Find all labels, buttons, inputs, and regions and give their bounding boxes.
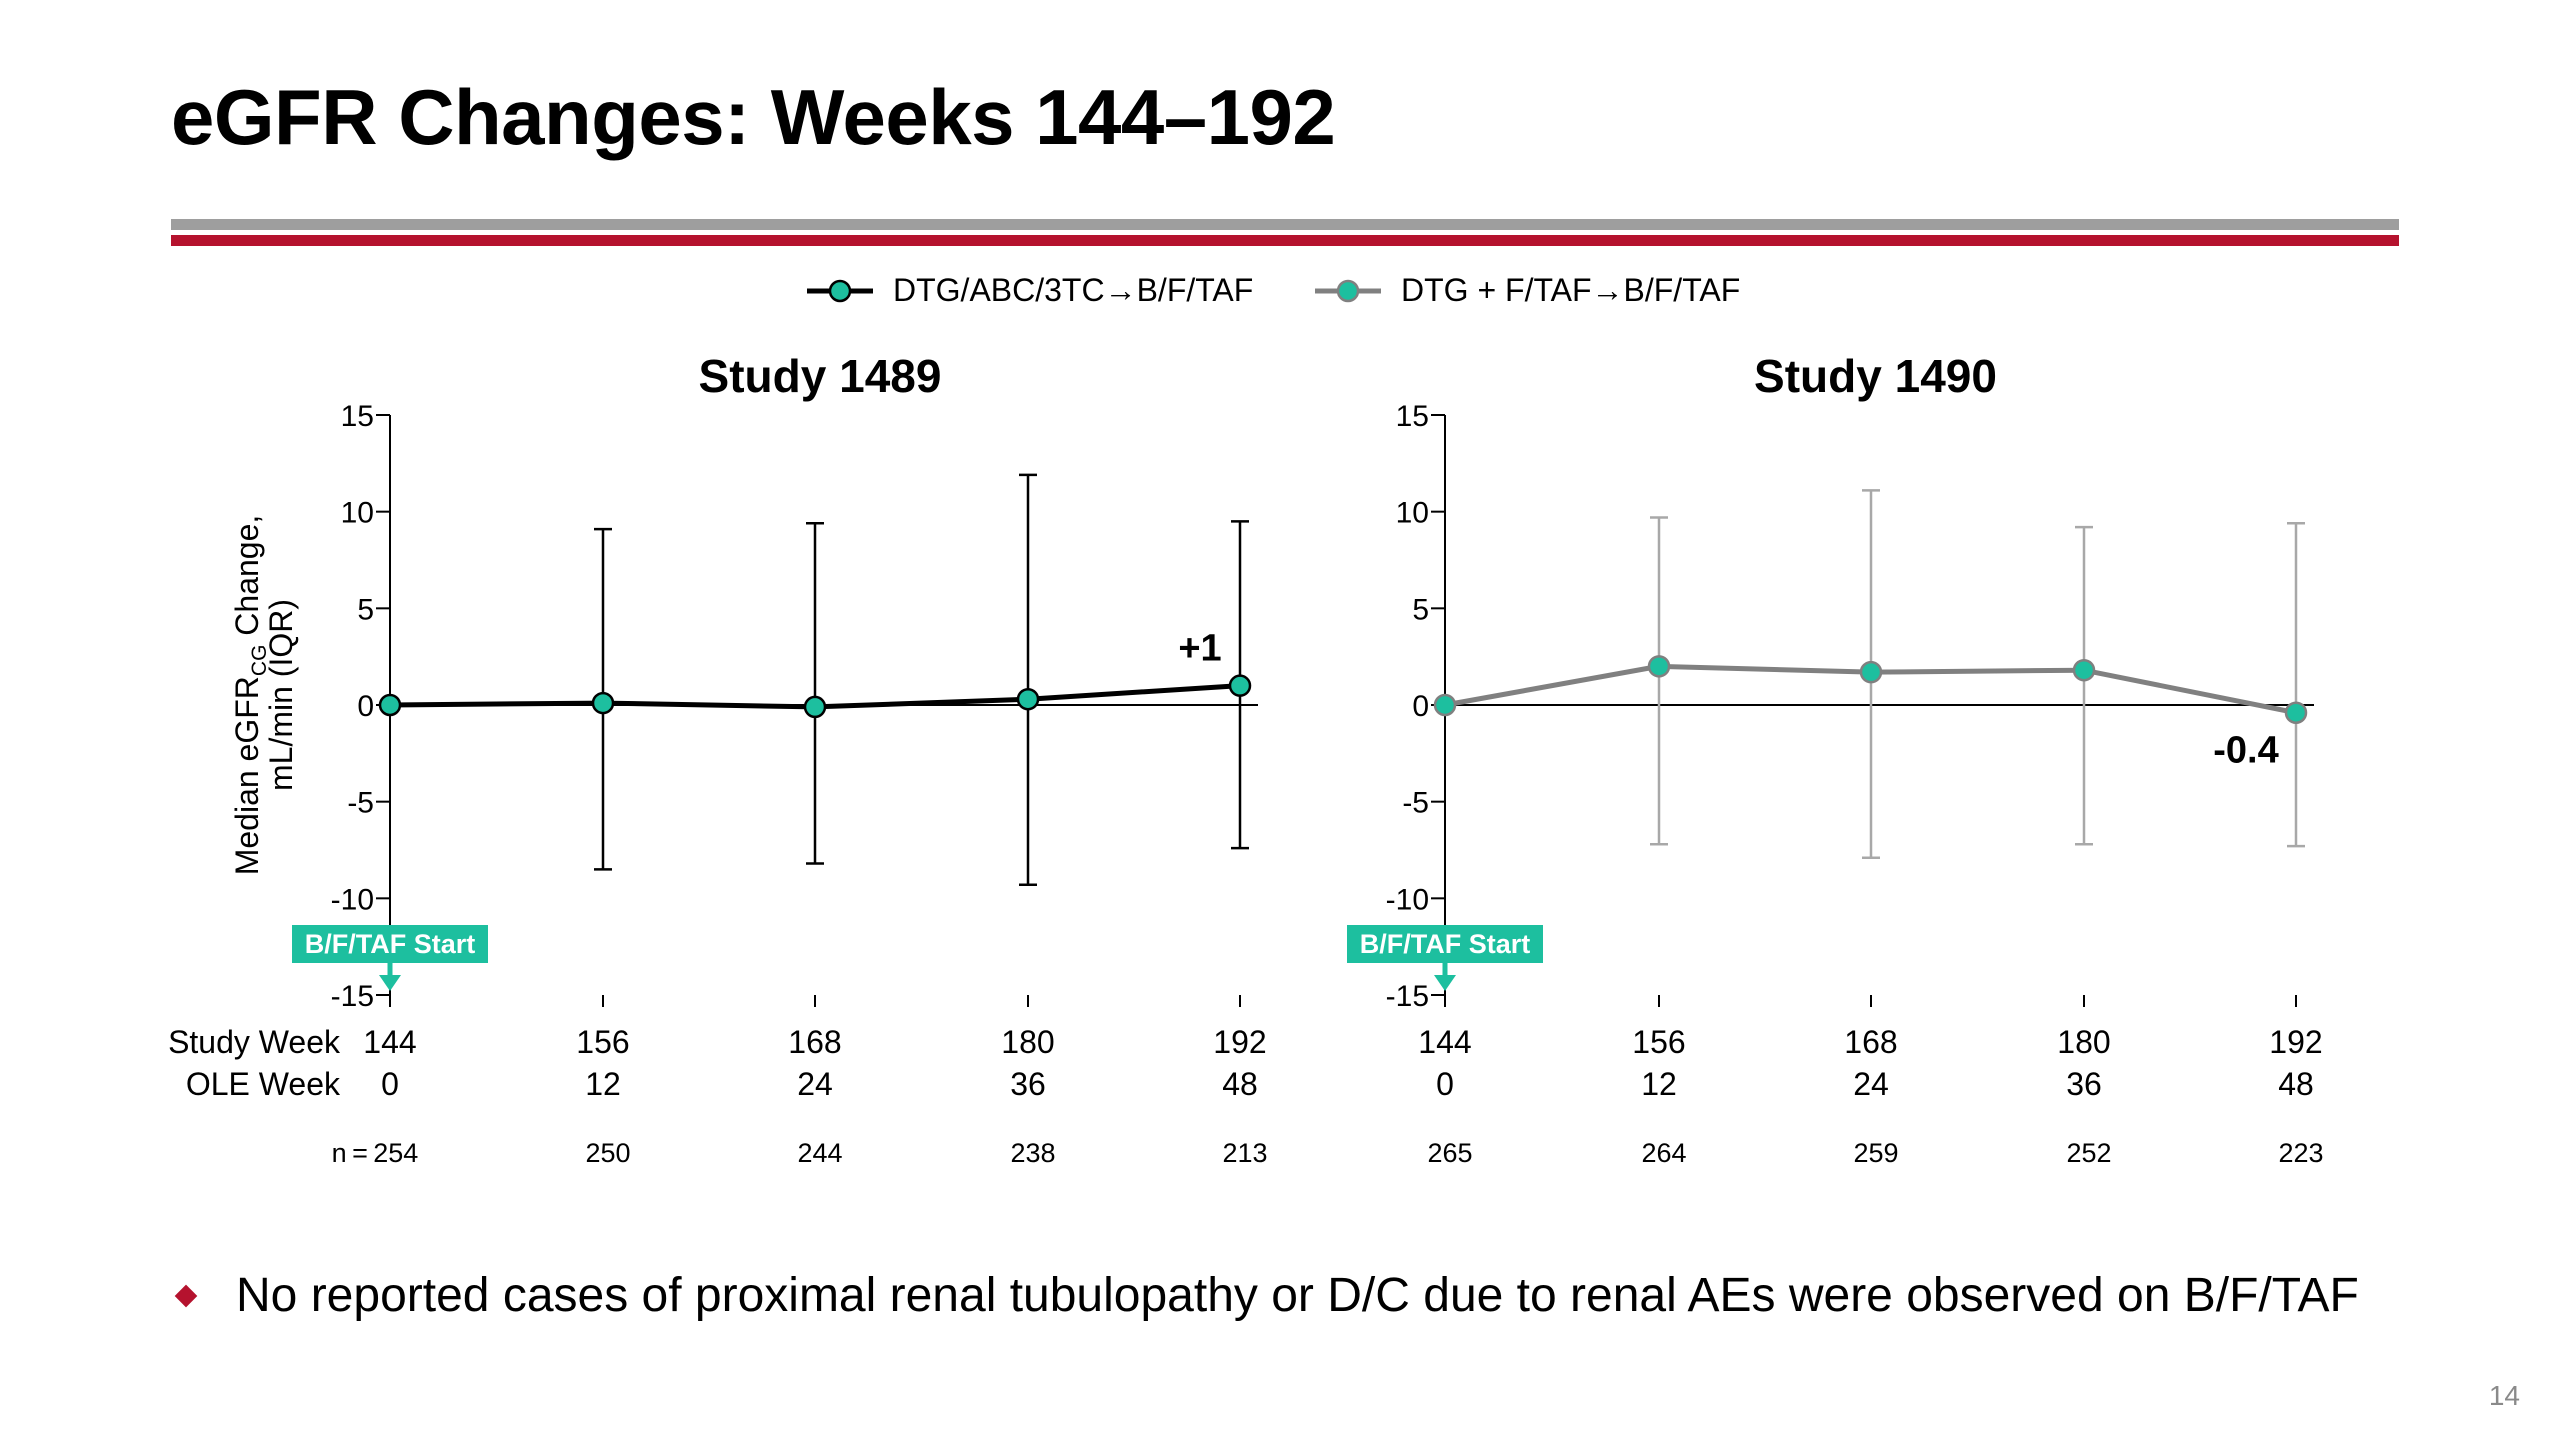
data-point [2072,658,2096,682]
n-count-label: 259 [1853,1138,1898,1168]
page-number: 14 [2488,1380,2520,1411]
data-point [1016,687,1040,711]
data-point [803,695,827,719]
y-tick-label: 0 [357,690,374,723]
legend-line-marker-gray-icon [1315,279,1381,302]
down-arrow-head-icon [379,975,401,991]
title-rule-gray [171,219,2399,230]
y-tick-label: -10 [1386,883,1429,916]
x-tick-label-ole-week: 48 [2278,1066,2314,1102]
x-tick-label-ole-week: 12 [1641,1066,1677,1102]
y-tick-label: 15 [1396,400,1429,433]
x-tick-label-ole-week: 0 [381,1066,399,1102]
y-axis-title-line-2: mL/min (IQR) [263,599,299,791]
start-annotation-label: B/F/TAF Start [305,929,476,959]
row-label-ole-week: OLE Week [186,1066,341,1102]
n-count-label: 265 [1427,1138,1472,1168]
y-tick-label: 10 [1396,497,1429,530]
y-tick-label: -5 [1402,787,1429,820]
legend-line-marker-black-icon [807,279,873,302]
footnote-text: No reported cases of proximal renal tubu… [236,1269,2359,1322]
data-point [591,691,615,715]
start-annotation-box [292,925,488,963]
x-tick-label-ole-week: 12 [585,1066,621,1102]
n-count-label: 223 [2278,1138,2323,1168]
panel-study-1490: Study 1490 15 10 5 0 -5 -10 -15 144 0 265 156 12 264 1… [1347,350,2324,1168]
x-tick-label-study-week: 180 [2057,1024,2110,1060]
data-point [1647,655,1671,678]
down-arrow-head-icon [1434,975,1456,991]
y-tick-label: 5 [1412,593,1429,626]
n-count-label: n = 254 [332,1138,419,1168]
legend-item-series-2: DTG + F/TAF→B/F/TAF [1313,272,1740,309]
n-count-label: 244 [797,1138,842,1168]
chart-legend: DTG/ABC/3TC→B/F/TAF DTG + F/TAF→B/F/TAF [0,272,2560,322]
row-label-study-week: Study Week [168,1024,341,1060]
panel-study-1489: Study 1489 15 10 5 0 -5 -10 -15 144 0 n = 254 156 12… [292,350,1268,1168]
legend-label-series-2: DTG + F/TAF→B/F/TAF [1401,272,1741,308]
chart-title-0: Study 1489 [699,350,942,402]
y-tick-label: -10 [331,883,374,916]
x-tick-label-study-week: 168 [788,1024,841,1060]
y-tick-label: -15 [1386,980,1429,1013]
x-tick-label-ole-week: 24 [1853,1066,1889,1102]
title-rule-red [171,235,2399,246]
x-tick-label-study-week: 144 [363,1024,416,1060]
data-point [1228,674,1252,697]
diamond-bullet-icon [174,1284,198,1307]
n-count-label: 250 [585,1138,630,1168]
x-tick-label-ole-week: 36 [2066,1066,2102,1102]
x-tick-label-study-week: 156 [1632,1024,1685,1060]
x-tick-label-study-week: 180 [1001,1024,1054,1060]
n-count-label: 238 [1010,1138,1055,1168]
x-tick-label-ole-week: 36 [1010,1066,1046,1102]
n-count-label: 264 [1641,1138,1686,1168]
end-value-label: +1 [1178,628,1221,670]
slide-title: eGFR Changes: Weeks 144–192 [171,73,1336,161]
x-tick-label-ole-week: 0 [1436,1066,1454,1102]
n-count-label: 213 [1222,1138,1267,1168]
start-annotation-label: B/F/TAF Start [1360,929,1531,959]
chart-title-1: Study 1490 [1754,350,1997,402]
y-tick-label: 5 [357,593,374,626]
data-point [378,693,402,717]
y-tick-label: 10 [341,497,374,530]
x-tick-label-study-week: 168 [1844,1024,1897,1060]
data-point [1859,660,1883,684]
y-tick-label: -5 [347,787,374,820]
y-tick-label: 15 [341,400,374,433]
data-point [1433,693,1457,717]
x-tick-label-study-week: 192 [1213,1024,1266,1060]
x-tick-label-study-week: 144 [1418,1024,1471,1060]
x-tick-label-study-week: 156 [576,1024,629,1060]
y-tick-label: 0 [1412,690,1429,723]
x-tick-label-ole-week: 48 [1222,1066,1258,1102]
x-tick-label-ole-week: 24 [797,1066,833,1102]
legend-label-series-1: DTG/ABC/3TC→B/F/TAF [893,272,1254,308]
legend-item-series-1: DTG/ABC/3TC→B/F/TAF [805,272,1253,309]
start-annotation-box [1347,925,1543,963]
x-tick-label-study-week: 192 [2269,1024,2322,1060]
y-tick-label: -15 [331,980,374,1013]
n-count-label: 252 [2066,1138,2111,1168]
data-point [2284,701,2308,724]
y-axis-title: Median eGFRCG Change, [229,515,271,876]
footnote-bullet: No reported cases of proximal renal tubu… [174,1268,2359,1323]
end-value-label: -0.4 [2213,730,2278,772]
